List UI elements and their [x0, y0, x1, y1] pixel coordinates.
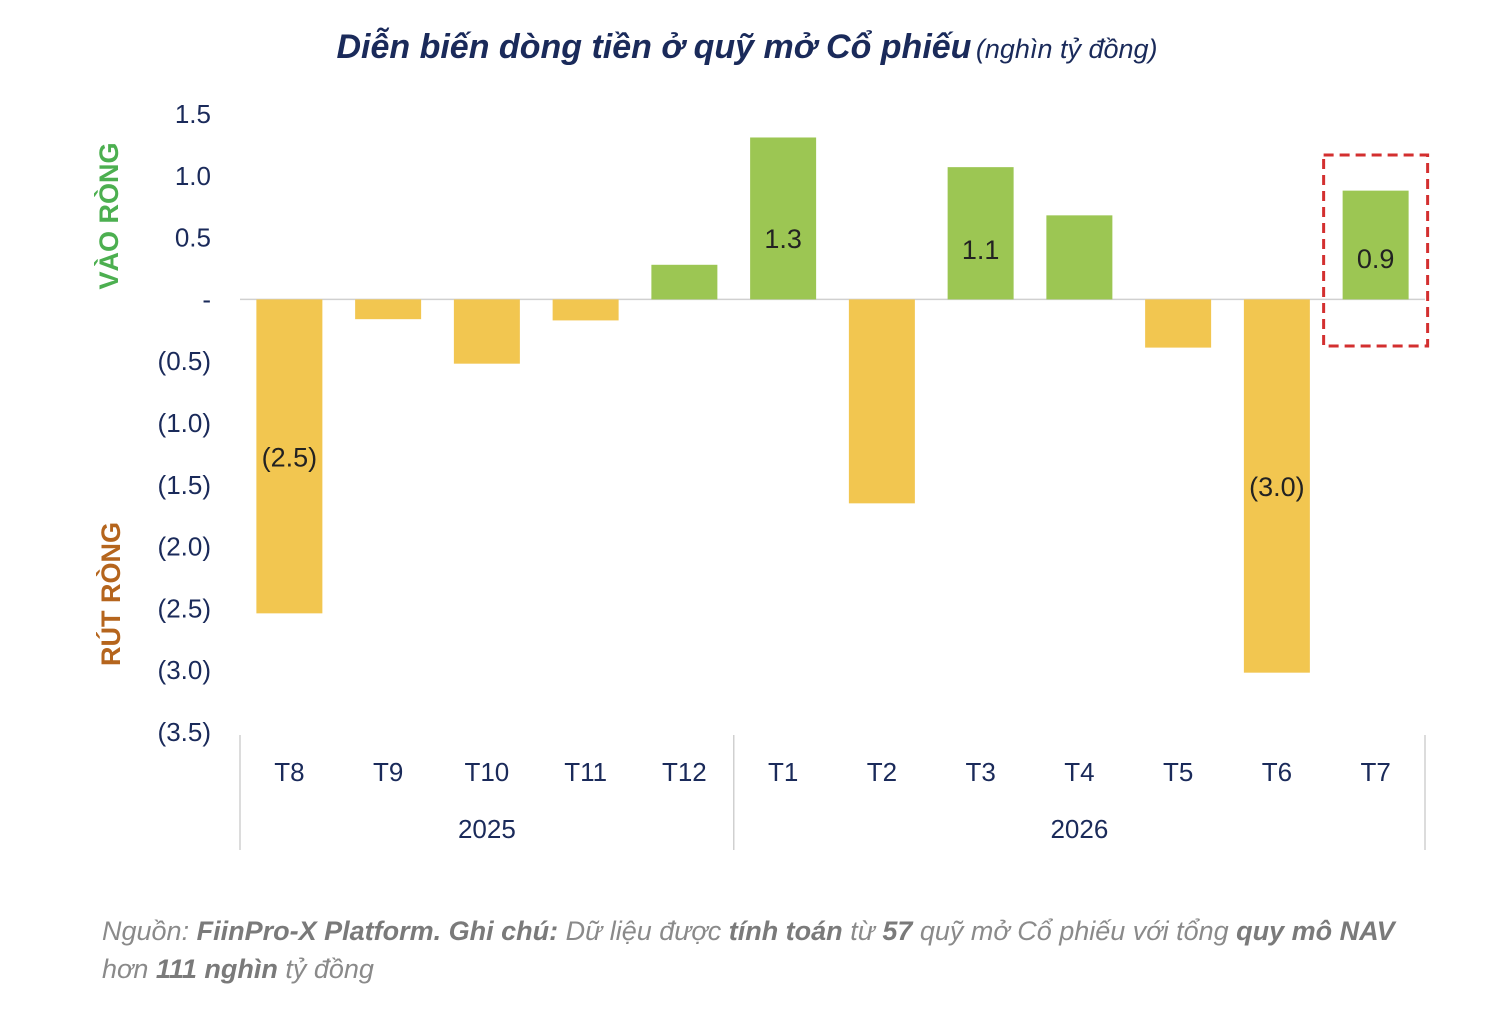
y-tick-label: 1.5: [175, 99, 211, 129]
chart-title: Diễn biến dòng tiền ở quỹ mở Cổ phiếu (n…: [0, 28, 1494, 67]
x-tick-label: T11: [564, 757, 607, 787]
x-tick-label: T6: [1262, 757, 1292, 787]
outflow-axis-label: RÚT RÒNG: [95, 522, 126, 666]
y-tick-label: (3.5): [158, 717, 211, 747]
bar-T2: [848, 299, 915, 504]
bar-chart: 1.5 1.0 0.5 - (0.5) (1.0) (1.5) (2.0) (2.5) (3.0)…: [93, 99, 1430, 850]
x-tick-label: T9: [373, 757, 403, 787]
source-note-part: tính toán: [728, 916, 843, 946]
y-tick-label: (1.0): [158, 408, 211, 438]
y-tick-label: (1.5): [158, 470, 211, 500]
y-tick-label: (2.0): [158, 532, 211, 562]
source-note-part: Dữ liệu được: [558, 916, 729, 946]
y-tick-label: 1.0: [175, 161, 211, 191]
source-note-part: quy mô NAV: [1236, 916, 1395, 946]
data-label-T7: 0.9: [1357, 244, 1395, 274]
highlight-box-T7: [1322, 153, 1430, 348]
bar-T11: [552, 299, 619, 321]
data-label-T3: 1.1: [962, 235, 1000, 265]
x-tick-label: T4: [1064, 757, 1094, 787]
bar-T5: [1145, 299, 1212, 348]
x-tick-label: T5: [1163, 757, 1193, 787]
chart-title-main: Diễn biến dòng tiền ở quỹ mở Cổ phiếu: [336, 28, 972, 66]
data-label-T8: (2.5): [262, 442, 318, 472]
bar-T1: [750, 137, 817, 300]
source-note-part: tỷ đồng: [277, 954, 374, 984]
y-tick-label: -: [202, 284, 211, 314]
bar-T12: [651, 264, 718, 300]
y-tick-label: 0.5: [175, 223, 211, 253]
bar-T9: [355, 299, 422, 320]
inflow-axis-label: VÀO RÒNG: [93, 142, 124, 289]
x-group-label: 2026: [1050, 814, 1108, 844]
y-tick-label: (2.5): [158, 593, 211, 623]
source-note: Nguồn: FiinPro-X Platform. Ghi chú: Dữ l…: [102, 912, 1442, 988]
x-tick-label: T8: [274, 757, 304, 787]
x-tick-label: T7: [1360, 757, 1390, 787]
y-tick-label: (0.5): [158, 346, 211, 376]
bar-T7: [1342, 190, 1409, 300]
x-tick-label: T3: [965, 757, 995, 787]
bar-T10: [453, 299, 520, 364]
bar-T8: [256, 299, 323, 614]
bar-T3: [947, 167, 1014, 300]
source-note-part: FiinPro-X Platform. Ghi chú:: [196, 916, 559, 946]
source-note-part: 57: [882, 916, 913, 946]
data-label-T6: (3.0): [1249, 472, 1305, 502]
x-tick-label: T1: [768, 757, 798, 787]
x-tick-label: T10: [464, 757, 509, 787]
data-label-T1: 1.3: [764, 224, 802, 254]
source-note-part: quỹ mở Cổ phiếu với tổng: [912, 916, 1237, 946]
chart-title-unit: (nghìn tỷ đồng): [975, 34, 1158, 64]
x-tick-label: T2: [867, 757, 897, 787]
x-tick-label: T12: [662, 757, 707, 787]
x-group-label: 2025: [458, 814, 516, 844]
source-note-part: từ: [842, 916, 883, 946]
source-note-part: 111 nghìn: [155, 954, 278, 984]
source-note-part: hơn: [102, 954, 156, 984]
source-note-part: Nguồn:: [102, 916, 197, 946]
bar-T6: [1243, 299, 1310, 673]
y-tick-label: (3.0): [158, 655, 211, 685]
bar-T4: [1046, 215, 1113, 300]
